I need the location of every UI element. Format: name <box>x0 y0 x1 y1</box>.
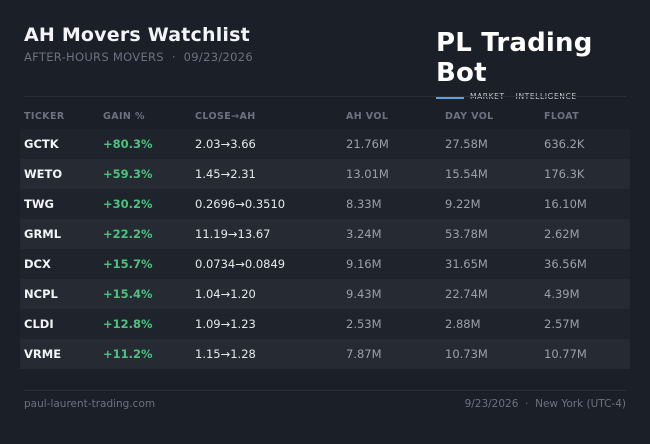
cell-ah-vol: 21.76M <box>346 137 389 151</box>
cell-gain: +59.3% <box>103 167 153 181</box>
page-subtitle: AFTER-HOURS MOVERS · 09/23/2026 <box>24 50 253 64</box>
cell-day-vol: 31.65M <box>445 257 488 271</box>
cell-gain: +80.3% <box>103 137 153 151</box>
cell-ticker: GCTK <box>24 137 59 151</box>
cell-gain: +22.2% <box>103 227 153 241</box>
cell-close-ah: 1.45→2.31 <box>195 167 256 181</box>
cell-ah-vol: 9.16M <box>346 257 382 271</box>
cell-close-ah: 0.2696→0.3510 <box>195 197 286 211</box>
cell-float: 176.3K <box>544 167 585 181</box>
table-row[interactable]: GCTK +80.3% 2.03→3.66 21.76M 27.58M 636.2K <box>20 129 630 159</box>
column-header-ah-vol[interactable]: AH VOL <box>346 111 389 122</box>
table-row[interactable]: CLDI +12.8% 1.09→1.23 2.53M 2.88M 2.57M <box>20 309 630 339</box>
cell-ticker: VRME <box>24 347 62 361</box>
cell-day-vol: 2.88M <box>445 317 481 331</box>
cell-float: 2.62M <box>544 227 580 241</box>
table-row[interactable]: WETO +59.3% 1.45→2.31 13.01M 15.54M 176.3K <box>20 159 630 189</box>
cell-day-vol: 10.73M <box>445 347 488 361</box>
column-header-ticker[interactable]: TICKER <box>24 111 65 122</box>
cell-day-vol: 15.54M <box>445 167 488 181</box>
cell-close-ah: 1.09→1.23 <box>195 317 256 331</box>
brand-name: PL Trading Bot <box>436 28 593 88</box>
cell-day-vol: 9.22M <box>445 197 481 211</box>
table-row[interactable]: DCX +15.7% 0.0734→0.0849 9.16M 31.65M 36.56M <box>20 249 630 279</box>
cell-gain: +15.7% <box>103 257 153 271</box>
table-row[interactable]: NCPL +15.4% 1.04→1.20 9.43M 22.74M 4.39M <box>20 279 630 309</box>
cell-ah-vol: 2.53M <box>346 317 382 331</box>
cell-ticker: WETO <box>24 167 63 181</box>
header: AH Movers Watchlist AFTER-HOURS MOVERS ·… <box>24 24 626 101</box>
table-row[interactable]: GRML +22.2% 11.19→13.67 3.24M 53.78M 2.62M <box>20 219 630 249</box>
cell-ticker: GRML <box>24 227 62 241</box>
cell-float: 16.10M <box>544 197 587 211</box>
cell-gain: +11.2% <box>103 347 153 361</box>
cell-ah-vol: 8.33M <box>346 197 382 211</box>
table-body: GCTK +80.3% 2.03→3.66 21.76M 27.58M 636.2K WET… <box>20 129 630 369</box>
cell-close-ah: 11.19→13.67 <box>195 227 271 241</box>
cell-ah-vol: 9.43M <box>346 287 382 301</box>
cell-day-vol: 53.78M <box>445 227 488 241</box>
table-row[interactable]: TWG +30.2% 0.2696→0.3510 8.33M 9.22M 16.10M <box>20 189 630 219</box>
cell-ticker: NCPL <box>24 287 58 301</box>
header-divider <box>24 96 626 97</box>
footer-date-location: 9/23/2026 · New York (UTC-4) <box>464 398 626 410</box>
cell-gain: +15.4% <box>103 287 153 301</box>
cell-close-ah: 2.03→3.66 <box>195 137 256 151</box>
column-header-float[interactable]: FLOAT <box>544 111 580 122</box>
cell-ticker: DCX <box>24 257 51 271</box>
page-title: AH Movers Watchlist <box>24 24 250 46</box>
brand-logo: PL Trading Bot MARKET INTELLIGENCE <box>436 28 626 104</box>
table-row[interactable]: VRME +11.2% 1.15→1.28 7.87M 10.73M 10.77M <box>20 339 630 369</box>
cell-day-vol: 27.58M <box>445 137 488 151</box>
footer-site: paul-laurent-trading.com <box>24 398 156 410</box>
cell-float: 4.39M <box>544 287 580 301</box>
footer-divider <box>24 390 626 391</box>
cell-gain: +30.2% <box>103 197 153 211</box>
column-header-gain[interactable]: GAIN % <box>103 111 145 122</box>
cell-ah-vol: 13.01M <box>346 167 389 181</box>
cell-day-vol: 22.74M <box>445 287 488 301</box>
cell-ah-vol: 7.87M <box>346 347 382 361</box>
cell-close-ah: 0.0734→0.0849 <box>195 257 286 271</box>
cell-gain: +12.8% <box>103 317 153 331</box>
column-header-day-vol[interactable]: DAY VOL <box>445 111 494 122</box>
cell-close-ah: 1.04→1.20 <box>195 287 256 301</box>
cell-ah-vol: 3.24M <box>346 227 382 241</box>
table-header: TICKER GAIN % CLOSE→AH AH VOL DAY VOL FL… <box>20 104 630 129</box>
cell-float: 636.2K <box>544 137 585 151</box>
cell-float: 10.77M <box>544 347 587 361</box>
cell-ticker: CLDI <box>24 317 54 331</box>
cell-ticker: TWG <box>24 197 54 211</box>
cell-float: 2.57M <box>544 317 580 331</box>
movers-table: TICKER GAIN % CLOSE→AH AH VOL DAY VOL FL… <box>20 104 630 369</box>
brand-accent-line <box>436 97 464 99</box>
cell-close-ah: 1.15→1.28 <box>195 347 256 361</box>
cell-float: 36.56M <box>544 257 587 271</box>
brand-tagline-row: MARKET INTELLIGENCE <box>436 92 626 104</box>
column-header-close-ah[interactable]: CLOSE→AH <box>195 111 256 122</box>
